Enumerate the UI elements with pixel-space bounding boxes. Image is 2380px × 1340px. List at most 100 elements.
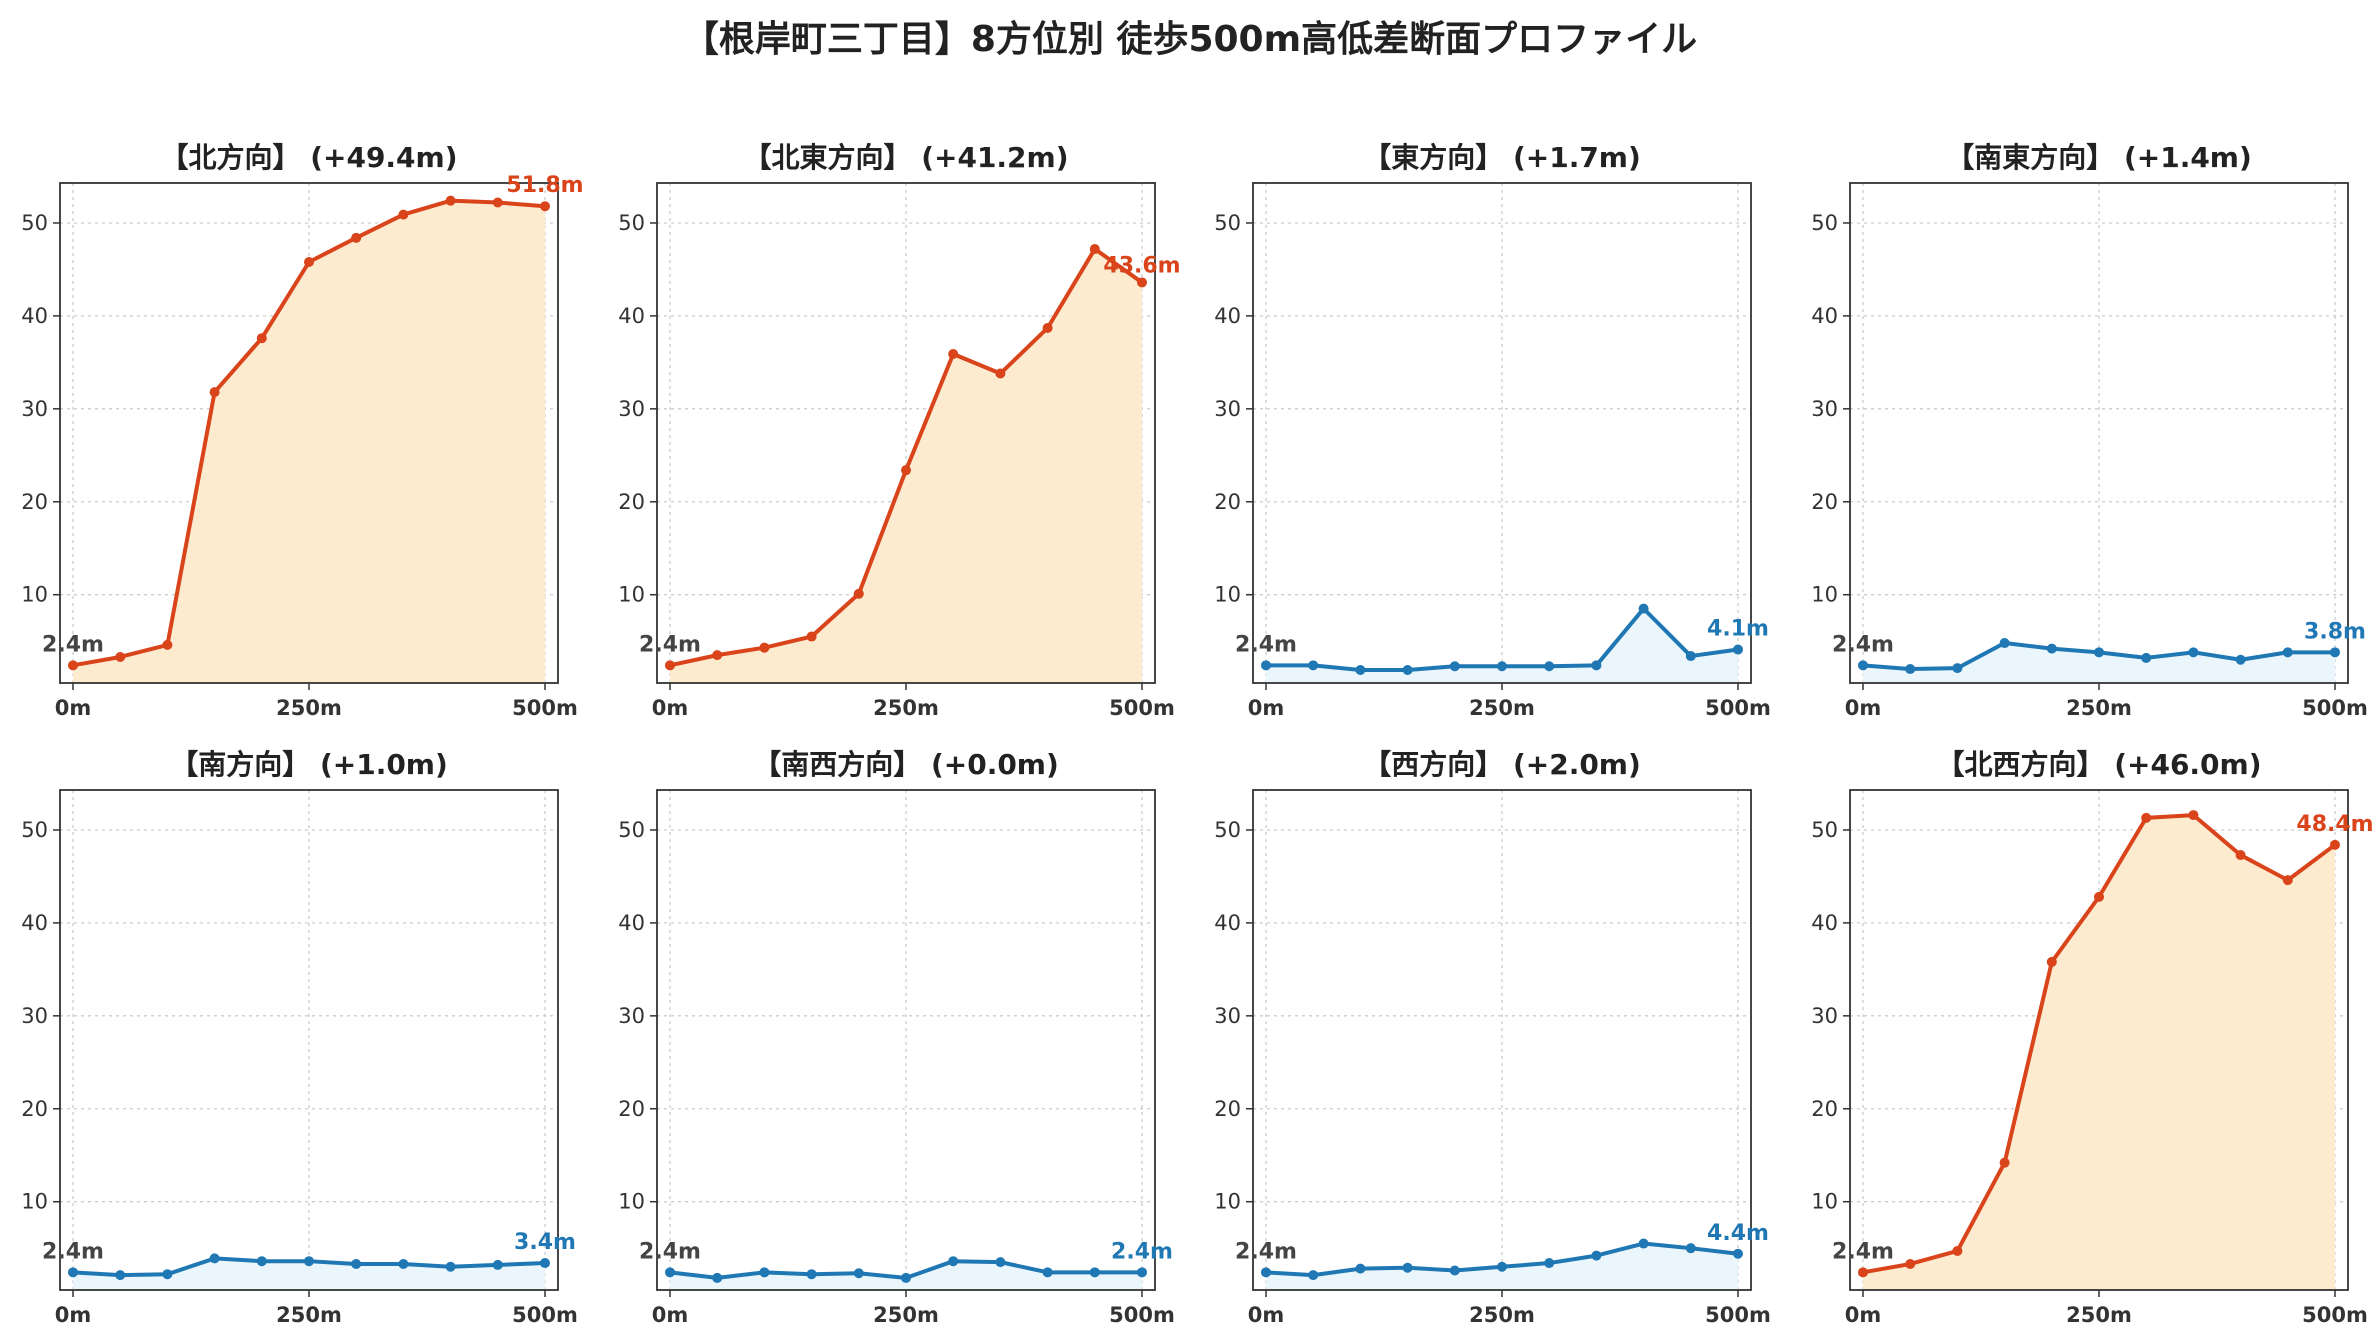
data-point (351, 1258, 362, 1269)
data-point (853, 1268, 864, 1279)
y-tick-label: 50 (618, 818, 645, 842)
data-point (2282, 875, 2293, 886)
x-tick-label: 500m (512, 696, 578, 720)
data-point (1449, 661, 1460, 672)
y-tick-label: 20 (1214, 490, 1241, 514)
y-tick-label: 50 (1214, 818, 1241, 842)
data-point (1999, 638, 2010, 649)
data-point (1952, 663, 1963, 674)
data-point (1905, 664, 1916, 675)
y-tick-label: 50 (21, 818, 48, 842)
start-elevation-label: 2.4m (1235, 632, 1297, 657)
y-tick-label: 40 (1214, 911, 1241, 935)
data-point (1137, 277, 1147, 288)
data-point (304, 256, 314, 267)
data-point (256, 333, 267, 344)
data-point (162, 639, 173, 650)
y-tick-label: 20 (1811, 1097, 1838, 1121)
data-point (1638, 1238, 1649, 1249)
elevation-area (1863, 643, 2335, 683)
x-tick-label: 500m (512, 1303, 578, 1327)
data-point (1544, 661, 1555, 672)
data-point (2330, 647, 2340, 658)
data-point (712, 1272, 723, 1283)
data-point (2330, 839, 2340, 850)
data-point (995, 1257, 1006, 1268)
data-point (1905, 1258, 1916, 1269)
panel-title: 【北方向】 (+49.4m) (160, 141, 457, 174)
y-tick-label: 40 (618, 304, 645, 328)
x-tick-label: 0m (1845, 696, 1882, 720)
data-point (1355, 664, 1366, 675)
x-tick-label: 0m (55, 1303, 92, 1327)
data-point (2094, 647, 2104, 658)
x-tick-label: 250m (2066, 1303, 2132, 1327)
start-elevation-label: 2.4m (639, 632, 701, 657)
panel-title: 【南西方向】 (+0.0m) (753, 748, 1059, 781)
x-tick-label: 250m (276, 696, 342, 720)
data-point (1733, 1248, 1743, 1259)
y-tick-label: 50 (1811, 818, 1838, 842)
y-tick-label: 40 (21, 911, 48, 935)
x-tick-label: 0m (652, 1303, 689, 1327)
data-point (492, 1259, 503, 1270)
y-tick-label: 30 (21, 397, 48, 421)
y-tick-label: 30 (618, 397, 645, 421)
data-point (209, 387, 220, 398)
panel-title: 【南東方向】 (+1.4m) (1946, 141, 2252, 174)
data-point (1402, 1262, 1413, 1273)
panel-title: 【西方向】 (+2.0m) (1363, 748, 1641, 781)
data-point (1137, 1267, 1147, 1278)
y-tick-label: 20 (1811, 490, 1838, 514)
data-point (2235, 850, 2246, 861)
x-tick-label: 250m (2066, 696, 2132, 720)
data-point (2188, 647, 2199, 658)
end-elevation-label: 4.4m (1707, 1221, 1769, 1246)
elevation-area (1266, 608, 1738, 683)
data-point (2282, 647, 2293, 658)
panel-title: 【南方向】 (+1.0m) (170, 748, 448, 781)
x-tick-label: 250m (276, 1303, 342, 1327)
end-elevation-label: 2.4m (1111, 1239, 1173, 1264)
data-point (901, 1272, 911, 1283)
data-point (759, 1267, 770, 1278)
y-tick-label: 20 (618, 1097, 645, 1121)
chart-main-title: 【根岸町三丁目】8方位別 徒歩500m高低差断面プロファイル (682, 19, 1698, 60)
data-point (995, 368, 1006, 379)
x-tick-label: 500m (1109, 696, 1175, 720)
data-point (806, 631, 817, 642)
data-point (2046, 956, 2057, 967)
y-tick-label: 10 (1214, 1190, 1241, 1214)
x-tick-label: 250m (873, 696, 939, 720)
data-point (1497, 1261, 1507, 1272)
x-tick-label: 500m (1109, 1303, 1175, 1327)
elevation-area (670, 248, 1142, 684)
data-point (2188, 810, 2199, 821)
start-elevation-label: 2.4m (42, 1239, 104, 1264)
data-point (1261, 1267, 1271, 1278)
data-point (2141, 812, 2152, 823)
y-tick-label: 10 (618, 583, 645, 607)
panel-title: 【東方向】 (+1.7m) (1363, 141, 1641, 174)
panel-title: 【北東方向】 (+41.2m) (743, 141, 1068, 174)
data-point (853, 588, 864, 599)
x-tick-label: 500m (2302, 1303, 2368, 1327)
x-tick-label: 0m (1248, 1303, 1285, 1327)
y-tick-label: 50 (618, 211, 645, 235)
data-point (68, 660, 78, 671)
y-tick-label: 40 (1811, 911, 1838, 935)
data-point (1042, 322, 1053, 333)
data-point (1591, 660, 1602, 671)
data-point (1308, 1270, 1319, 1281)
data-point (1685, 1243, 1696, 1254)
plot-frame (1252, 789, 1752, 1291)
data-point (1308, 660, 1319, 671)
y-tick-label: 30 (21, 1004, 48, 1028)
y-tick-label: 30 (1214, 1004, 1241, 1028)
data-point (1999, 1157, 2010, 1168)
end-elevation-label: 3.8m (2304, 619, 2366, 644)
data-point (759, 642, 770, 653)
elevation-area (73, 200, 545, 683)
